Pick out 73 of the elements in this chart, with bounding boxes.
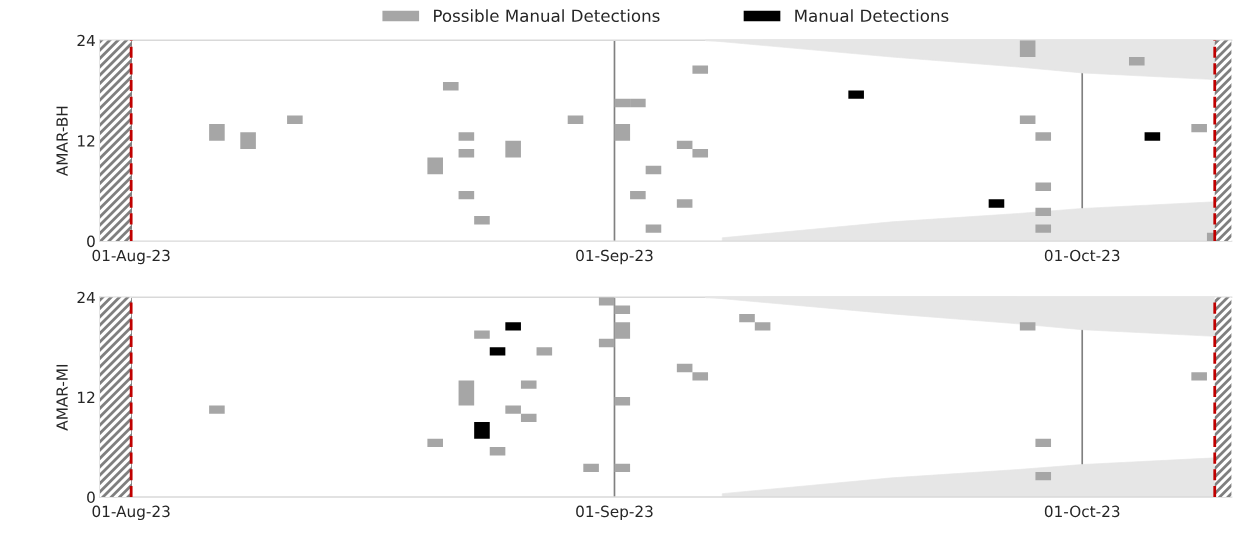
bar: [209, 123, 225, 141]
legend-label: Manual Detections: [795, 9, 949, 23]
bar: [1035, 438, 1052, 448]
bar: [614, 305, 631, 314]
bar: [458, 149, 475, 158]
bar: [505, 405, 521, 414]
bar: [474, 216, 490, 225]
bar: [458, 190, 475, 200]
bar: [520, 380, 537, 389]
y-axis-title: AMAR-BH: [56, 106, 68, 177]
bar: [489, 447, 506, 456]
bar: [458, 380, 475, 406]
bar: [614, 463, 631, 473]
bar: [505, 140, 521, 158]
y-tick-label: 12: [78, 135, 95, 147]
bar: [739, 313, 755, 323]
bar: [442, 82, 459, 91]
bar: [645, 224, 662, 233]
bar: [1019, 322, 1036, 331]
bar: [1035, 182, 1052, 191]
bar: [536, 347, 553, 356]
y-tick-label: 0: [87, 235, 95, 248]
bar: [209, 405, 225, 414]
bar: [676, 140, 693, 150]
bar: [1035, 207, 1052, 217]
y-tick-label: 0: [87, 491, 95, 504]
x-tick-label: 01-Aug-23: [92, 249, 170, 265]
bar: [692, 65, 709, 74]
bar: [474, 422, 490, 439]
bar: [474, 330, 490, 339]
bar: [427, 157, 443, 175]
bar: [1019, 40, 1036, 58]
bar: [1128, 57, 1145, 66]
bar: [1019, 115, 1036, 124]
bar: [630, 190, 646, 200]
x-tick-label: 01-Oct-23: [1044, 505, 1120, 518]
bar: [489, 347, 506, 356]
bar: [458, 132, 475, 141]
bar: [505, 322, 521, 331]
bar: [754, 322, 771, 331]
bar: [1191, 372, 1207, 381]
bar: [614, 123, 631, 141]
bar: [614, 397, 631, 406]
bar: [1035, 224, 1052, 233]
bar: [583, 463, 599, 473]
bar: [567, 115, 584, 124]
y-tick-label: 12: [78, 391, 95, 403]
x-tick-label: 01-Oct-23: [1044, 249, 1120, 262]
bar: [427, 438, 443, 448]
bar: [676, 363, 693, 373]
bar: [692, 149, 709, 158]
bar: [988, 199, 1005, 208]
bar: [1035, 132, 1052, 141]
y-tick-label: 24: [77, 291, 95, 304]
bar: [598, 338, 615, 348]
bar: [1035, 472, 1052, 481]
bar: [1191, 123, 1207, 133]
bar: [1144, 132, 1161, 141]
bar: [520, 413, 537, 423]
bar: [692, 372, 709, 381]
bar: [614, 322, 631, 339]
x-tick-label: 01-Aug-23: [92, 505, 170, 521]
bar: [676, 199, 693, 208]
bar: [645, 165, 662, 175]
x-tick-label: 01-Sep-23: [576, 249, 653, 265]
x-tick-label: 01-Sep-23: [576, 505, 653, 521]
y-axis-title: AMAR-MI: [56, 364, 68, 431]
bar: [848, 90, 864, 99]
legend-label: Possible Manual Detections: [434, 9, 660, 23]
bar: [598, 297, 615, 306]
bar: [287, 115, 303, 124]
y-tick-label: 24: [77, 34, 95, 47]
bar: [240, 132, 256, 150]
